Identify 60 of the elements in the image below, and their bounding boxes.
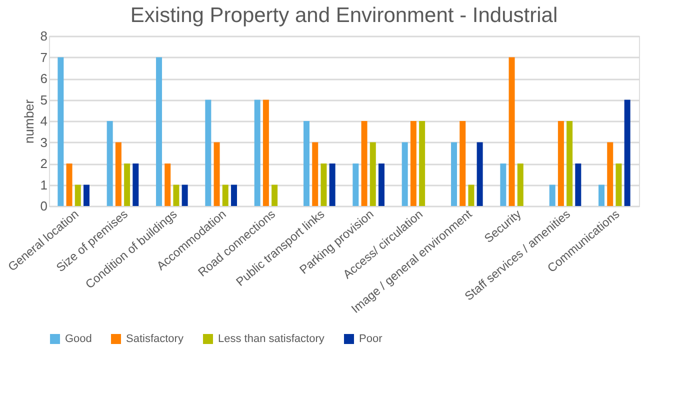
legend-label: Good [65, 333, 92, 345]
bar [361, 121, 368, 206]
bar [370, 142, 376, 206]
y-tick-label: 5 [40, 92, 48, 108]
bar [598, 184, 605, 206]
bar [476, 142, 483, 206]
y-tick-label: 0 [40, 198, 48, 214]
bar [124, 164, 130, 206]
bar [624, 100, 630, 206]
bar [214, 142, 220, 206]
bar [517, 164, 524, 206]
bar [254, 100, 260, 206]
bar [352, 164, 359, 206]
bar [312, 142, 318, 206]
bar [378, 164, 384, 206]
y-tick-label: 3 [40, 134, 48, 150]
bar [460, 121, 466, 206]
bar [132, 164, 139, 206]
bar [272, 184, 278, 206]
bar [74, 184, 81, 206]
legend-label: Poor [359, 333, 383, 345]
bar [549, 184, 556, 206]
bar [230, 184, 237, 206]
y-tick-label: 6 [40, 71, 48, 86]
bar [106, 121, 113, 206]
chart-title: Existing Property and Environment - Industrial [130, 4, 558, 27]
bar [66, 164, 72, 206]
bar [222, 184, 228, 206]
bar [402, 142, 408, 206]
bar [205, 100, 212, 206]
bar [419, 121, 426, 206]
bar [558, 121, 564, 206]
y-tick-label: 2 [40, 156, 48, 171]
bar [500, 164, 506, 206]
bar [164, 164, 171, 206]
bar [468, 184, 474, 206]
bar [451, 142, 458, 206]
y-tick-label: 7 [40, 50, 48, 65]
bar [173, 184, 180, 206]
bar [566, 121, 573, 206]
bar [575, 164, 582, 206]
legend-label: Satisfactory [126, 333, 184, 345]
y-tick-label: 1 [40, 177, 48, 192]
y-tick-label: 8 [40, 28, 48, 44]
bar [304, 121, 310, 206]
bar [58, 57, 64, 206]
y-tick-label: 4 [40, 114, 48, 128]
bar [182, 184, 188, 206]
bar [83, 184, 90, 206]
bar [115, 142, 122, 206]
bar [410, 121, 416, 206]
bar [320, 164, 327, 206]
y-axis-title: number [21, 98, 36, 144]
bar [607, 142, 614, 206]
bar [508, 57, 515, 206]
bar [616, 164, 622, 206]
legend-label: Less than satisfactory [218, 333, 325, 345]
bar [156, 57, 162, 206]
bar [262, 100, 269, 206]
bar [329, 164, 336, 206]
